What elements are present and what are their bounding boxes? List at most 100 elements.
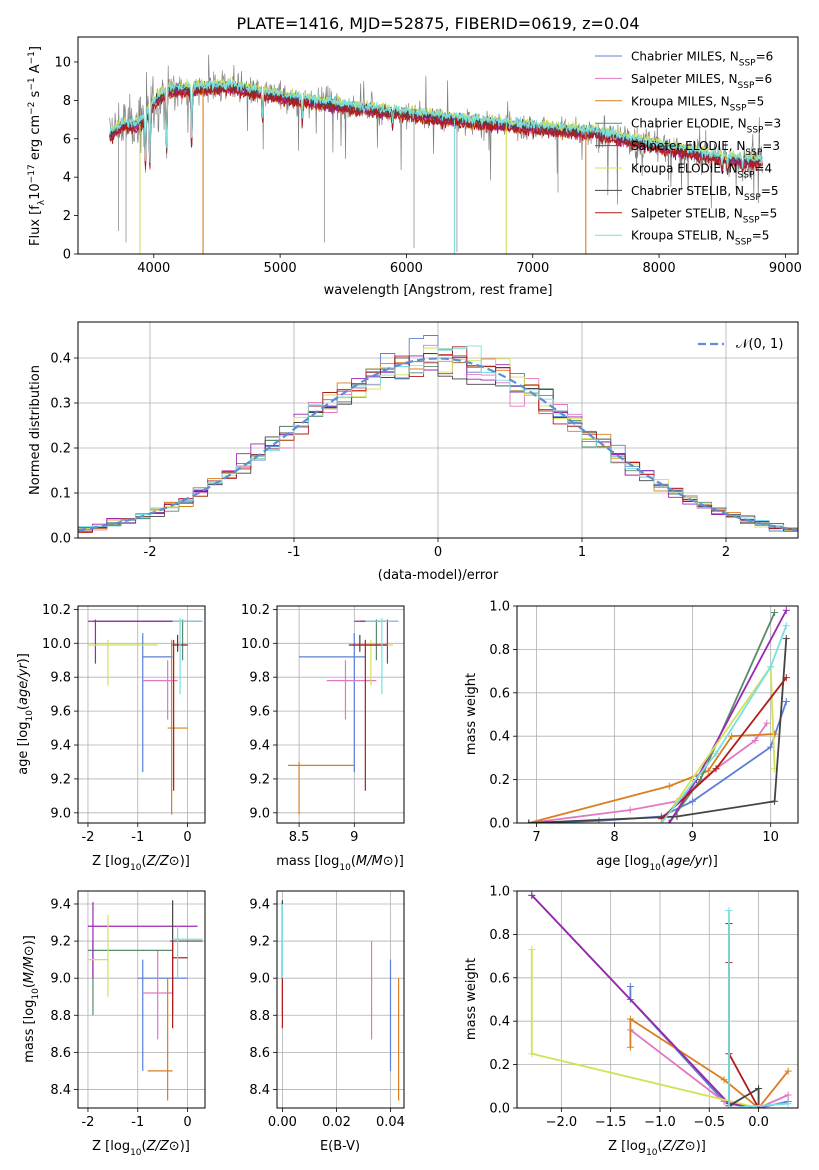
y-tick-label: 9.6 (50, 705, 71, 720)
x-tick-label: 0.04 (376, 1115, 405, 1130)
legend-entry: Chabrier MILES, NSSP=6 (631, 50, 773, 69)
ticks: 8.5 9 9.0 9.2 9.4 9.6 9.8 10.0 10.2 (241, 603, 358, 845)
x-axis-label: age [log10(age/yr)] (596, 854, 718, 873)
label-part: λ (37, 199, 47, 205)
axes-frame (516, 605, 799, 824)
x-tick-label: -1 (131, 1115, 144, 1130)
label-part: Z/Z⊙ (662, 1139, 696, 1154)
label-part: )] (22, 935, 37, 945)
y-axis-label: Normed distribution (28, 365, 43, 495)
plot-area (87, 900, 203, 1101)
label-part: 10 (25, 710, 35, 722)
label-part: ( (142, 1139, 147, 1154)
label-part: Kroupa MILES, N (631, 94, 730, 108)
label-part: Salpeter STELIB, N (631, 206, 743, 220)
label-part: ( (661, 854, 666, 869)
y-axis-label: mass [log10(M/M⊙)] (22, 935, 41, 1063)
x-tick-label: 0.0 (748, 1115, 769, 1130)
label-part: SSP (743, 215, 760, 225)
y-tick-label: 0.8 (489, 928, 510, 943)
y-axis-label: mass weight (464, 673, 479, 755)
x-tick-label: 7 (532, 830, 540, 845)
weight-line (528, 638, 788, 823)
y-tick-label: 1.0 (489, 600, 510, 615)
x-tick-label: 8 (610, 830, 618, 845)
x-tick-label: -1 (288, 545, 301, 560)
y-tick-label: 0.4 (50, 352, 71, 367)
y-axis-label: age [log10(age/yr)] (16, 653, 35, 775)
plot-area (288, 617, 399, 815)
label-part: SSP (738, 171, 755, 181)
y-tick-label: 9.2 (50, 772, 71, 787)
label-part: )] (708, 854, 718, 869)
label-part: 10 (130, 1148, 142, 1158)
label-part: =3 (763, 117, 781, 131)
label-part: Z/Z⊙ (146, 854, 180, 869)
y-tick-label: 9.2 (249, 935, 270, 950)
label-part: SSP (744, 193, 761, 203)
label-part: A (28, 64, 43, 77)
normal-curve (78, 357, 798, 532)
label-part: ( (22, 983, 37, 988)
y-tick-label: 9.0 (50, 972, 71, 987)
label-part: age/yr (666, 854, 709, 869)
label-part: Z/Z⊙ (146, 1139, 180, 1154)
y-tick-label: 9.4 (249, 897, 270, 912)
x-axis-label: mass [log10(M/M⊙)] (276, 854, 404, 873)
label-part: Kroupa STELIB, N (631, 229, 735, 243)
y-tick-label: 2 (63, 209, 71, 224)
label-part: Salpeter MILES, N (631, 72, 738, 86)
label-part: SSP (739, 59, 756, 69)
y-tick-label: 0.2 (489, 773, 510, 788)
label-part: Z [log (92, 1139, 130, 1154)
y-tick-label: 10 (54, 55, 71, 70)
x-tick-label: 9 (688, 830, 696, 845)
x-tick-label: 10 (762, 830, 779, 845)
plot-area (528, 891, 792, 1108)
x-tick-label: -1 (131, 830, 144, 845)
label-part: ( (142, 854, 147, 869)
label-part: −17 (27, 164, 37, 183)
legend-entry: Kroupa STELIB, NSSP=5 (631, 229, 769, 248)
label-part: mass [log (276, 854, 339, 869)
model-spectrum (109, 77, 763, 169)
plot-area (281, 900, 400, 1101)
y-tick-label: 9.2 (249, 772, 270, 787)
y-tick-label: 0.3 (50, 397, 71, 412)
y-tick-label: 9.2 (50, 935, 71, 950)
axes-age_vs_Z: -2 -1 09.09.29.49.69.810.010.2Z [log10(Z/Z… (16, 603, 206, 873)
y-tick-label: 0.8 (489, 643, 510, 658)
x-tick-label: 0.00 (268, 1115, 297, 1130)
x-tick-label: 0 (183, 830, 191, 845)
y-tick-label: 4 (63, 171, 71, 186)
label-part: )] (180, 1139, 190, 1154)
x-tick-label: -2 (81, 1115, 94, 1130)
label-part: −2 (27, 102, 37, 115)
label-part: −1 (27, 77, 37, 90)
label-part: 10 (339, 863, 351, 873)
y-tick-label: 9.8 (50, 671, 71, 686)
x-axis-label: wavelength [Angstrom, rest frame] (324, 283, 553, 298)
x-axis-label: Z [log10(Z/Z⊙)] (92, 1139, 190, 1158)
label-part: Flux [f (28, 205, 43, 246)
x-tick-label: 8000 (643, 261, 676, 276)
y-axis-label: Flux [fλ10−17 erg cm−2 s−1 A−1] (27, 46, 47, 246)
y-tick-label: 10.2 (42, 603, 71, 618)
label-part: 10 (646, 1148, 658, 1158)
label-part: Z [log (608, 1139, 646, 1154)
x-tick-label: −0.5 (693, 1115, 725, 1130)
x-tick-label: 2 (722, 545, 730, 560)
label-part: =4 (754, 162, 772, 176)
label-part: −1 (27, 51, 37, 64)
legend-entry: Kroupa ELODIE, NSSP=4 (631, 162, 772, 181)
label-part: 10 (31, 988, 41, 1000)
axes-spectrum: 4000 5000 6000 7000 8000 9000 0 2 4 6 8 10 wavelengt… (27, 36, 802, 298)
label-part: age [log (16, 722, 31, 775)
label-part: 10 (649, 863, 661, 873)
x-tick-label: 0.02 (322, 1115, 351, 1130)
ticks: 7 8 9 10 0.0 0.2 0.4 0.6 0.8 1.0 (489, 600, 779, 846)
y-tick-label: 10.0 (42, 637, 71, 652)
figure-title: PLATE=1416, MJD=52875, FIBERID=0619, z=0… (236, 14, 639, 33)
x-axis-label: (data-model)/error (378, 568, 499, 583)
